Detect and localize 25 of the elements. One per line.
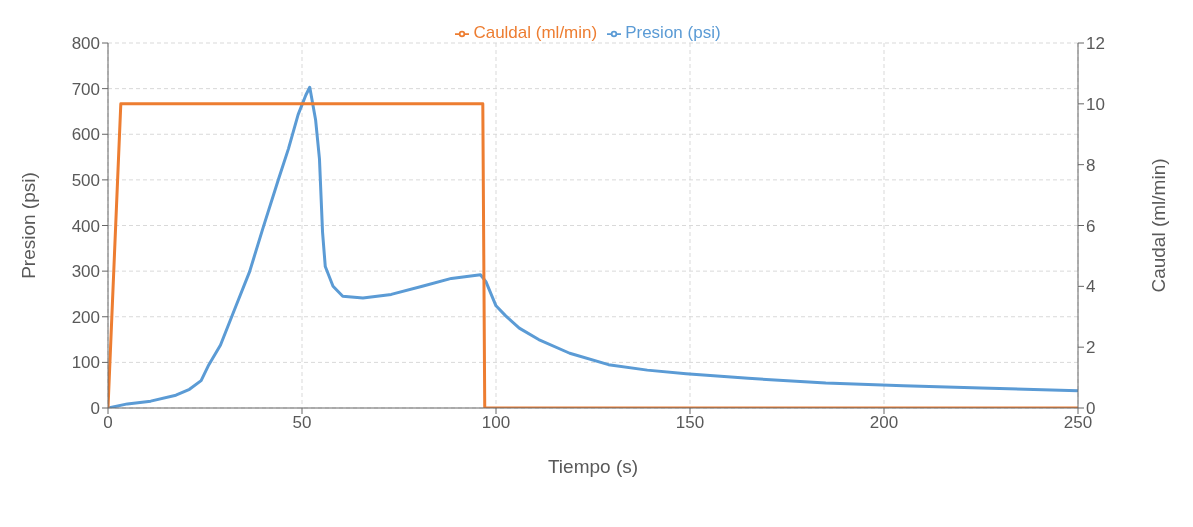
y-tick-label: 800 [71,34,100,54]
y-tick-label: 200 [71,307,100,327]
y2-tick-label: 2 [1086,338,1096,358]
x-axis-title: Tiempo (s) [547,456,639,477]
legend-label: Cauldal (ml/min) [473,23,598,42]
y2-axis-title: Caudal (ml/min) [1147,158,1169,293]
y-tick-label: 500 [71,170,100,190]
x-tick-label: 0 [103,413,113,433]
y2-tick-label: 8 [1086,155,1096,175]
x-tick-label: 150 [675,413,705,433]
y-tick-label: 600 [71,125,100,145]
y-tick-label: 300 [71,262,100,282]
y2-tick-label: 4 [1086,277,1096,297]
y-tick-label: 400 [71,216,100,236]
y2-tick-label: 10 [1086,94,1105,114]
y2-tick-label: 12 [1086,34,1105,54]
legend-label: Presion (psi) [625,23,721,42]
y-axis-title: Presion (psi) [17,172,39,279]
y2-tick-label: 6 [1086,216,1096,236]
x-tick-label: 200 [869,413,899,433]
y-tick-label: 100 [71,353,100,373]
x-tick-label: 100 [481,413,511,433]
x-tick-label: 50 [292,413,312,433]
y-tick-label: 700 [71,79,100,99]
y-tick-label: 0 [90,399,100,419]
